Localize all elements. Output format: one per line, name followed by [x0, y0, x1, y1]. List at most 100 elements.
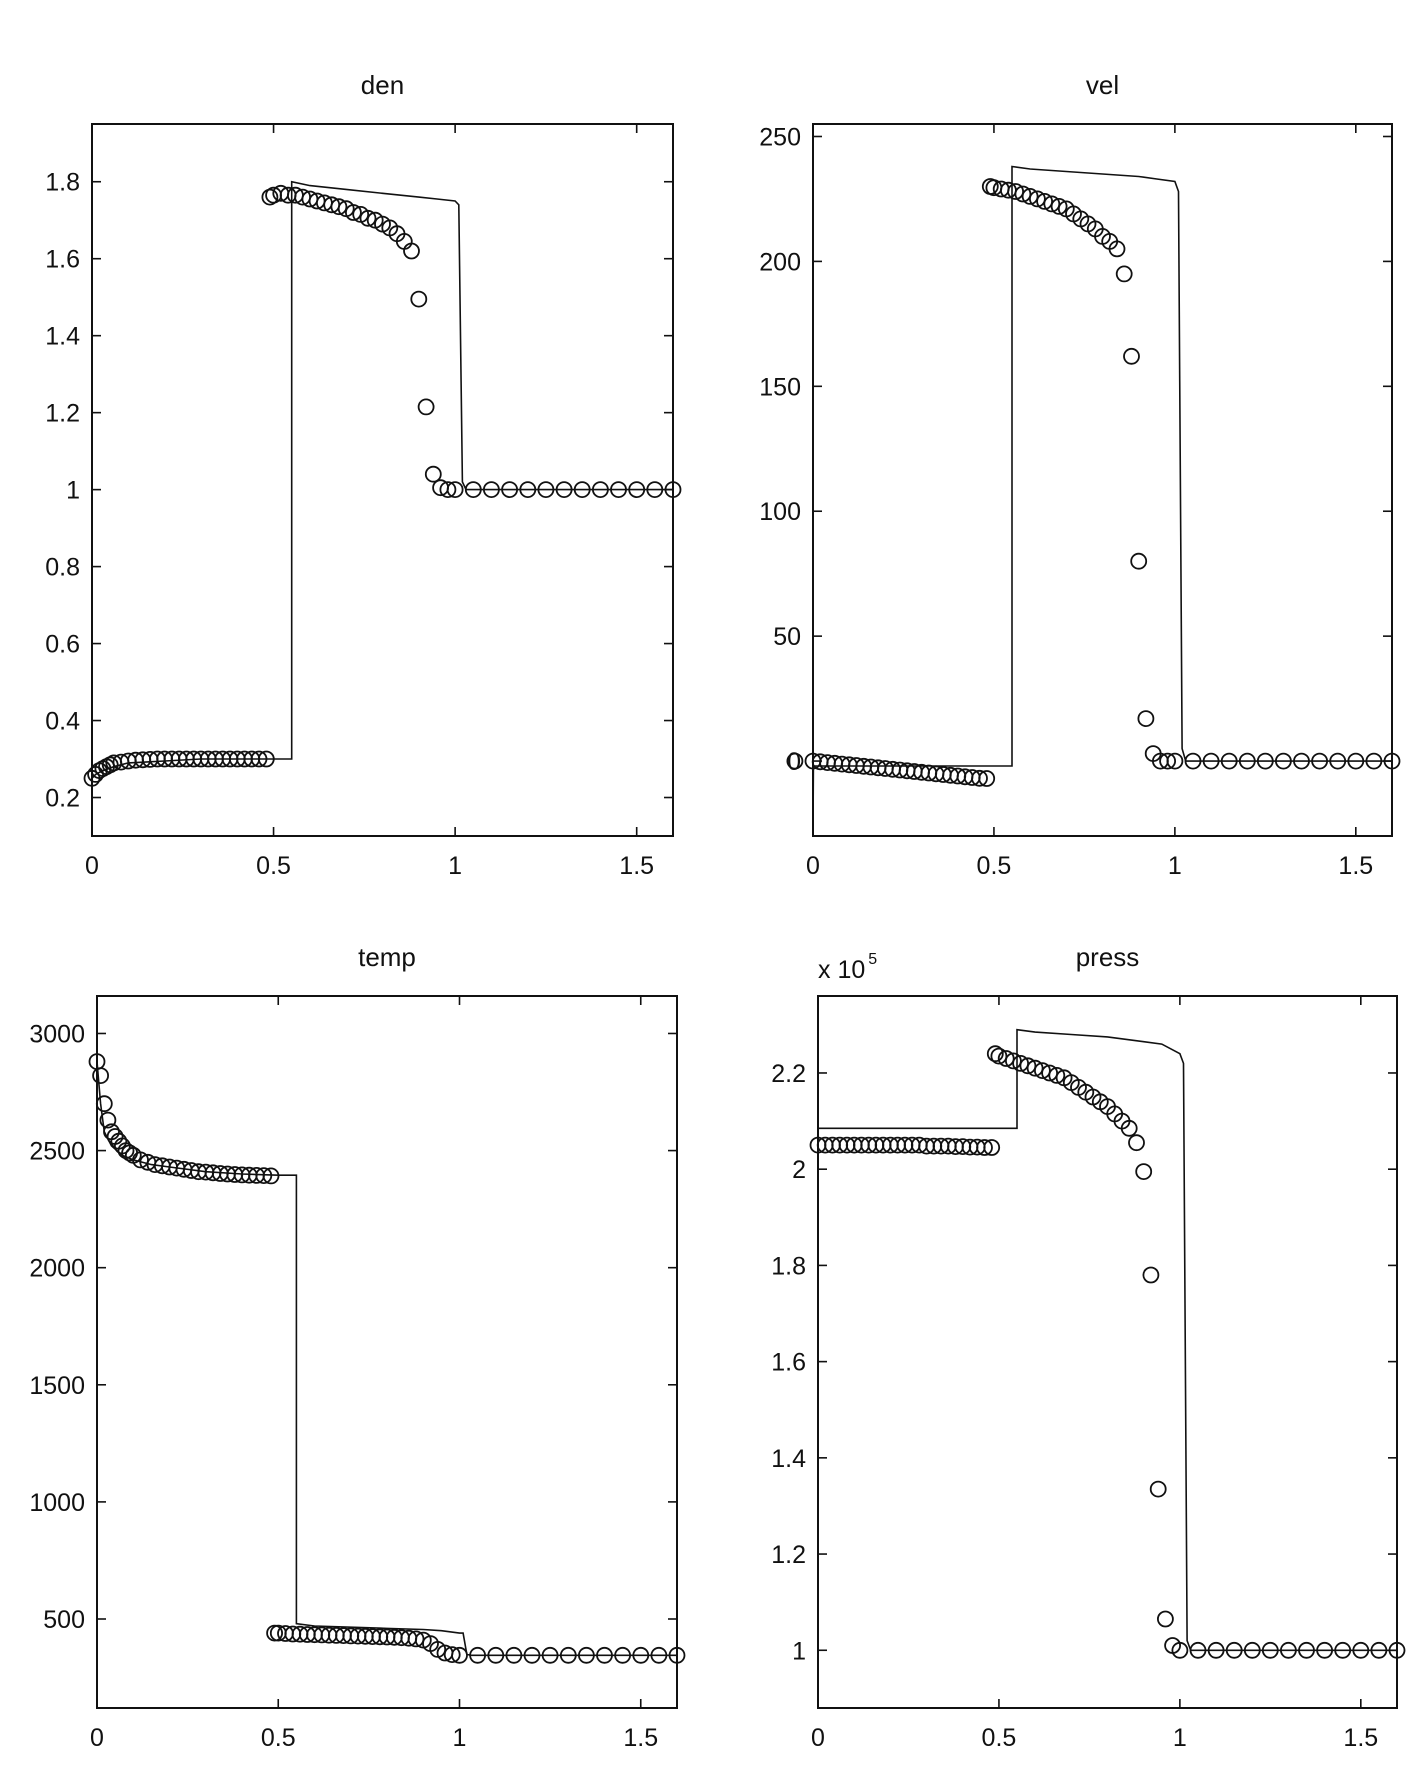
- y-tick-label: 0.4: [45, 708, 80, 736]
- data-point-marker: [541, 1646, 559, 1664]
- y-tick-label: 1.6: [45, 246, 80, 274]
- data-point-marker: [1050, 197, 1068, 215]
- data-point-marker: [1157, 1610, 1174, 1628]
- data-point-marker: [1225, 1641, 1243, 1659]
- data-point-marker: [1202, 752, 1220, 770]
- data-point-marker: [1034, 1062, 1051, 1079]
- data-point-marker: [650, 1646, 668, 1664]
- data-point-marker: [451, 1646, 468, 1664]
- data-point-marker: [1189, 1641, 1207, 1659]
- data-point-marker: [523, 1646, 541, 1664]
- data-point-marker: [1123, 347, 1140, 365]
- data-point-marker: [1298, 1641, 1315, 1659]
- data-point-marker: [439, 481, 457, 499]
- data-point-marker: [446, 481, 464, 499]
- data-point-marker: [555, 481, 573, 499]
- x-tick-label: 0: [811, 1724, 825, 1752]
- x-tick-label: 0.5: [982, 1724, 1017, 1752]
- data-point-marker: [1256, 752, 1274, 770]
- y-exponent-label: x 10: [818, 956, 865, 984]
- data-point-marker: [976, 1139, 993, 1156]
- data-point-marker: [596, 1646, 613, 1664]
- data-point-marker: [1007, 183, 1024, 200]
- data-point-marker: [614, 1646, 631, 1664]
- data-point-marker: [1334, 1641, 1352, 1659]
- series-line: [818, 1028, 1397, 1652]
- data-point-marker: [95, 1095, 113, 1113]
- data-point-marker: [255, 1167, 273, 1184]
- y-tick-label: 0.6: [45, 631, 80, 659]
- data-point-marker: [997, 1050, 1015, 1067]
- y-tick-label: 2.2: [771, 1060, 806, 1088]
- data-point-marker: [1048, 1067, 1066, 1084]
- plot-frame: [812, 123, 1393, 837]
- data-point-marker: [1019, 1057, 1037, 1075]
- series-line: [96, 1061, 677, 1657]
- data-point-marker: [424, 465, 442, 483]
- data-point-marker: [257, 750, 275, 768]
- data-point-marker: [1128, 1134, 1145, 1152]
- data-point-marker: [1021, 187, 1039, 205]
- chart-panel-temp: temp 0 0.5 1 1.5 500 1000 1500 2000 2500 3000: [29, 942, 686, 1752]
- data-point-marker: [410, 290, 428, 308]
- data-point-marker: [1029, 190, 1046, 208]
- data-point-marker: [132, 1151, 149, 1169]
- y-tick-label: 0.2: [45, 785, 80, 813]
- plot-frame: [91, 123, 674, 837]
- data-point-marker: [1012, 1055, 1029, 1072]
- data-point-marker: [482, 481, 500, 499]
- data-point-marker: [646, 481, 664, 499]
- y-tick-label: 1.2: [45, 400, 80, 428]
- data-point-marker: [1365, 752, 1383, 770]
- y-tick-label: 2000: [29, 1255, 85, 1283]
- y-tick-label: 250: [759, 123, 801, 151]
- data-point-marker: [1261, 1641, 1279, 1659]
- data-point-marker: [1026, 1059, 1044, 1077]
- data-point-marker: [632, 1646, 650, 1664]
- chart-title: den: [361, 70, 404, 100]
- data-point-marker: [1120, 1119, 1138, 1137]
- data-point-marker: [1370, 1641, 1388, 1659]
- data-point-marker: [501, 481, 519, 499]
- data-point-marker: [610, 481, 627, 499]
- chart-title: vel: [1086, 70, 1119, 100]
- y-tick-label: 1.8: [771, 1252, 806, 1280]
- data-point-marker: [578, 1646, 595, 1664]
- data-point-marker: [250, 750, 268, 768]
- data-point-marker: [628, 481, 646, 499]
- x-tick-label: 1: [453, 1724, 467, 1752]
- y-tick-label: 1.6: [771, 1349, 806, 1377]
- data-point-marker: [519, 481, 537, 499]
- y-tick-label: 3000: [29, 1020, 85, 1048]
- data-point-marker: [403, 242, 420, 260]
- x-tick-label: 0: [90, 1724, 104, 1752]
- data-point-marker: [983, 1139, 1001, 1156]
- data-point-marker: [668, 1646, 686, 1664]
- chart-title: press: [1076, 942, 1140, 972]
- data-point-marker: [1243, 1641, 1261, 1659]
- data-point-marker: [1383, 752, 1401, 770]
- y-tick-label: 1: [66, 477, 80, 505]
- x-tick-label: 0: [85, 852, 99, 880]
- x-tick-label: 0.5: [977, 852, 1012, 880]
- x-tick-label: 0.5: [261, 1724, 296, 1752]
- data-point-marker: [1159, 752, 1176, 770]
- series-line: [812, 165, 1392, 832]
- data-point-marker: [1005, 1052, 1022, 1070]
- data-point-marker: [986, 1045, 1004, 1063]
- data-point-marker: [1388, 1641, 1406, 1659]
- y-tick-label: 150: [759, 373, 801, 401]
- data-point-marker: [1115, 265, 1133, 283]
- data-point-marker: [1311, 752, 1328, 770]
- x-tick-label: 1.5: [1343, 1724, 1378, 1752]
- x-tick-label: 1: [1173, 1724, 1187, 1752]
- data-point-marker: [1329, 752, 1347, 770]
- data-point-marker: [344, 204, 362, 221]
- data-point-marker: [573, 481, 591, 499]
- data-point-marker: [487, 1646, 505, 1664]
- data-point-marker: [1280, 1641, 1297, 1659]
- data-point-marker: [1238, 752, 1256, 770]
- data-point-marker: [505, 1646, 523, 1664]
- data-point-marker: [537, 481, 555, 499]
- data-point-marker: [1142, 1266, 1160, 1284]
